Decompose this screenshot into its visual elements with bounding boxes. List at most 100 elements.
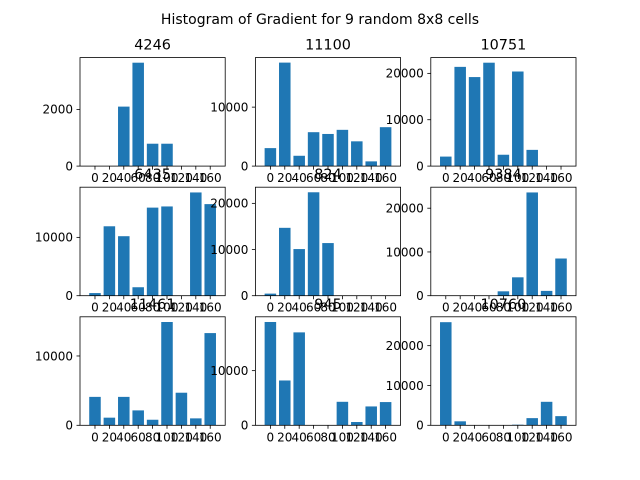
bar-160 — [555, 416, 567, 426]
x-tick-label: 0 — [91, 171, 99, 185]
bar-20 — [454, 421, 466, 426]
x-tick-label: 100 — [156, 171, 179, 185]
x-tick-label: 60 — [306, 430, 321, 444]
x-tick-label: 100 — [156, 301, 179, 315]
x-tick-label: 100 — [331, 430, 354, 444]
x-tick-label: 40 — [292, 301, 307, 315]
x-tick-label: 0 — [442, 171, 450, 185]
bar-160 — [379, 127, 392, 167]
bar-0 — [264, 293, 277, 296]
bar-100 — [512, 277, 524, 296]
x-tick-label: 80 — [320, 430, 335, 444]
x-tick-label: 160 — [374, 171, 397, 185]
bar-40 — [118, 236, 130, 296]
bar-140 — [190, 192, 202, 296]
bar-60 — [132, 62, 144, 167]
bar-80 — [322, 243, 334, 296]
x-tick-label: 120 — [521, 171, 544, 185]
figure-suptitle: Histogram of Gradient for 9 random 8x8 c… — [161, 12, 479, 28]
x-tick-label: 0 — [267, 171, 275, 185]
y-tick-label: 0 — [65, 159, 73, 173]
x-tick-label: 120 — [345, 301, 368, 315]
subplot-title: 6435 — [134, 167, 171, 183]
x-tick-label: 140 — [360, 301, 383, 315]
x-tick-label: 80 — [145, 430, 160, 444]
y-tick-label: 10000 — [386, 113, 424, 127]
x-tick-label: 160 — [199, 430, 222, 444]
x-tick-label: 100 — [506, 430, 529, 444]
bar-60 — [307, 132, 320, 167]
x-tick-label: 20 — [277, 171, 292, 185]
x-tick-label: 20 — [453, 301, 468, 315]
bar-60 — [483, 62, 495, 167]
x-tick-label: 80 — [496, 171, 511, 185]
y-tick-label: 10000 — [210, 364, 248, 378]
x-tick-label: 0 — [442, 301, 450, 315]
x-tick-label: 20 — [102, 430, 117, 444]
x-tick-label: 40 — [292, 171, 307, 185]
subplot-title: 11100 — [305, 38, 351, 54]
x-tick-label: 60 — [131, 301, 146, 315]
bar-0 — [89, 396, 101, 426]
x-tick-label: 160 — [550, 430, 573, 444]
bar-120 — [351, 141, 363, 167]
x-tick-label: 40 — [467, 301, 482, 315]
subplot-title: 11461 — [130, 297, 176, 313]
bar-60 — [132, 410, 144, 426]
x-tick-label: 0 — [442, 430, 450, 444]
bar-40 — [293, 249, 305, 296]
bar-140 — [540, 401, 553, 426]
y-tick-label: 10000 — [210, 243, 248, 257]
bar-0 — [440, 322, 452, 426]
y-tick-label: 10000 — [35, 231, 73, 245]
y-tick-label: 20000 — [386, 202, 424, 216]
x-tick-label: 40 — [116, 171, 131, 185]
bar-160 — [379, 402, 392, 426]
bar-140 — [540, 290, 553, 296]
x-tick-label: 160 — [550, 301, 573, 315]
bar-40 — [118, 396, 130, 426]
x-tick-label: 100 — [156, 430, 179, 444]
bar-80 — [322, 133, 334, 167]
y-tick-label: 10000 — [210, 100, 248, 114]
x-tick-label: 60 — [131, 171, 146, 185]
x-tick-label: 20 — [453, 430, 468, 444]
x-tick-label: 100 — [331, 171, 354, 185]
bar-100 — [161, 206, 173, 296]
x-tick-label: 0 — [91, 430, 99, 444]
x-tick-label: 60 — [481, 171, 496, 185]
bar-140 — [190, 418, 202, 426]
x-tick-label: 40 — [116, 430, 131, 444]
x-tick-label: 140 — [535, 171, 558, 185]
subplot-title: 9384 — [485, 167, 522, 183]
x-tick-label: 40 — [292, 430, 307, 444]
y-tick-label: 10000 — [35, 349, 73, 363]
x-tick-label: 140 — [184, 301, 207, 315]
x-tick-label: 80 — [145, 171, 160, 185]
bar-0 — [264, 148, 277, 167]
bar-20 — [279, 227, 291, 296]
y-tick-label: 2000 — [42, 103, 73, 117]
bar-20 — [103, 226, 116, 296]
y-tick-label: 20000 — [386, 67, 424, 81]
x-tick-label: 160 — [199, 301, 222, 315]
y-tick-label: 0 — [241, 289, 249, 303]
x-tick-label: 140 — [184, 171, 207, 185]
x-tick-label: 40 — [467, 430, 482, 444]
bar-140 — [365, 161, 377, 167]
x-tick-label: 40 — [116, 301, 131, 315]
x-tick-label: 60 — [306, 301, 321, 315]
bar-60 — [307, 192, 320, 296]
subplot-title: 10751 — [481, 38, 527, 54]
y-tick-label: 0 — [65, 419, 73, 433]
y-tick-label: 0 — [241, 419, 249, 433]
x-tick-label: 80 — [496, 430, 511, 444]
bar-100 — [336, 401, 349, 426]
x-tick-label: 140 — [535, 430, 558, 444]
